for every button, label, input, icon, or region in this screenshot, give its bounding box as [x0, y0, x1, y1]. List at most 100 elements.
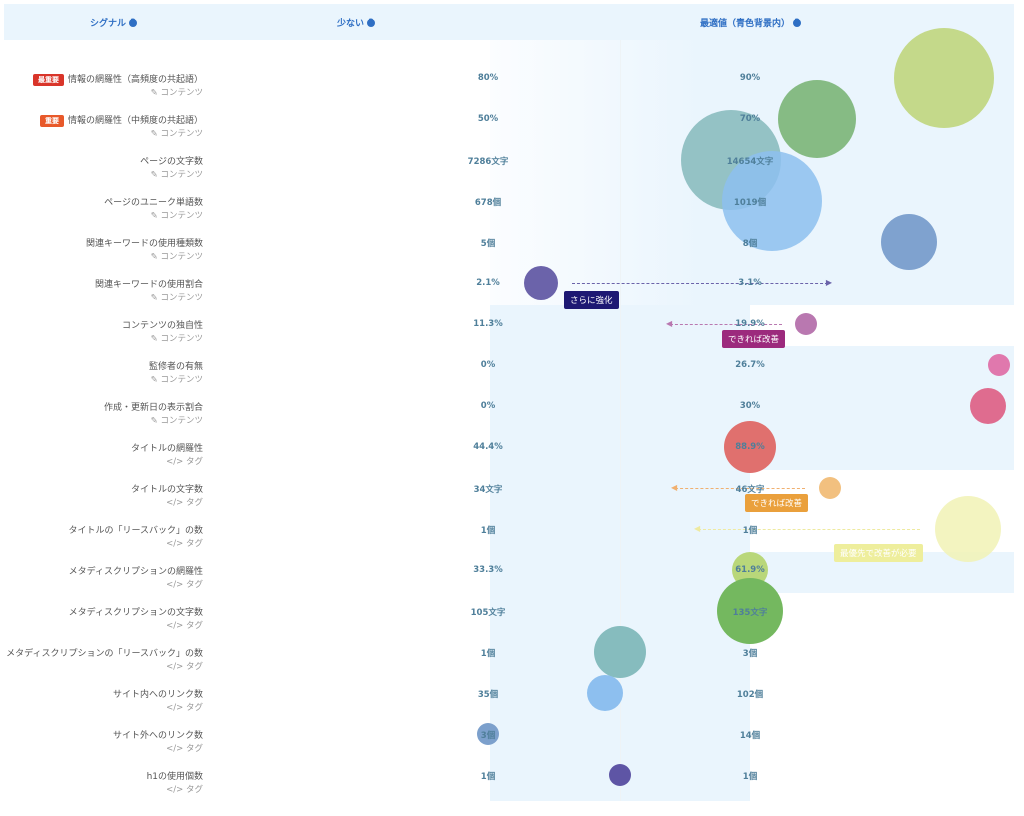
signal-category: </> タグ — [166, 783, 203, 795]
arrow-right-icon: ▶ — [825, 278, 832, 287]
optimal-value: 3個 — [742, 649, 758, 659]
low-value: 105文字 — [470, 608, 506, 618]
signal-label: 監修者の有無 — [149, 359, 203, 372]
help-icon[interactable]: ? — [129, 18, 138, 28]
table-row: コンテンツの独自性 ✎ コンテンツ 11.3% 19.9% — [0, 319, 1014, 365]
edit-icon: ✎ — [150, 375, 158, 385]
category-label: コンテンツ — [160, 334, 203, 344]
signal-category: </> タグ — [166, 742, 203, 754]
arrow-left-icon: ◀ — [671, 483, 678, 492]
signal-category: ✎ コンテンツ — [151, 414, 203, 426]
low-value: 80% — [477, 73, 499, 83]
priority-badge: 最重要 — [32, 74, 64, 86]
category-label: コンテンツ — [160, 293, 203, 303]
current-value-bubble[interactable] — [477, 723, 499, 745]
current-value-bubble[interactable] — [594, 626, 646, 678]
advice-callout: できれば改善 — [722, 330, 786, 348]
optimal-value: 1個 — [742, 526, 758, 536]
table-row: ページの文字数 ✎ コンテンツ 7286文字 14654文字 — [0, 157, 1014, 201]
signal-category: </> タグ — [166, 496, 203, 508]
help-icon[interactable]: ? — [793, 18, 802, 28]
current-value-bubble[interactable] — [935, 496, 1001, 562]
signal-label: メタディスクリプションの網羅性 — [69, 564, 203, 577]
optimal-value: 1019個 — [733, 198, 767, 208]
header-label: 少ない — [337, 19, 365, 29]
signal-category: </> タグ — [166, 537, 203, 549]
signal-name: タイトルの「リースバック」の数 — [68, 526, 203, 536]
table-row: 重要 情報の網羅性（中頻度の共起語） ✎ コンテンツ 50% 70% — [0, 114, 1014, 160]
low-value: 3個 — [480, 731, 496, 741]
grid-line — [620, 40, 621, 801]
improvement-arrow: ▶ — [572, 278, 832, 287]
category-label: タグ — [185, 785, 203, 795]
low-value: 50% — [477, 114, 499, 124]
improvement-arrow: ◀ — [671, 483, 805, 492]
current-value-bubble[interactable] — [609, 764, 631, 786]
table-header: シグナル? 少ない? 最適値（青色背景内）? — [4, 4, 1014, 40]
optimal-value: 135文字 — [732, 608, 768, 618]
current-value-bubble[interactable] — [819, 477, 841, 499]
current-value-bubble[interactable] — [524, 266, 558, 300]
signal-label: 関連キーワードの使用種類数 — [86, 236, 203, 249]
current-value-bubble[interactable] — [778, 80, 856, 158]
table-row: h1の使用個数 </> タグ 1個 1個 — [0, 772, 1014, 816]
current-value-bubble[interactable] — [724, 421, 776, 473]
signal-name: タイトルの網羅性 — [130, 444, 203, 454]
help-icon[interactable]: ? — [367, 18, 376, 28]
table-row: ページのユニーク単語数 ✎ コンテンツ 678個 1019個 — [0, 198, 1014, 242]
signal-name: メタディスクリプションの「リースバック」の数 — [6, 649, 203, 659]
table-row: メタディスクリプションの網羅性 </> タグ 33.3% 61.9% — [0, 565, 1014, 611]
current-value-bubble[interactable] — [722, 151, 822, 251]
table-row: タイトルの網羅性 </> タグ 44.4% 88.9% — [0, 442, 1014, 488]
signal-name: メタディスクリプションの網羅性 — [68, 567, 203, 577]
code-icon: </> — [166, 580, 184, 590]
improvement-arrow: ◀ — [694, 524, 920, 533]
signal-category: ✎ コンテンツ — [151, 291, 203, 303]
signal-label: タイトルの「リースバック」の数 — [68, 523, 203, 536]
signal-label: メタディスクリプションの文字数 — [69, 605, 203, 618]
category-label: コンテンツ — [160, 252, 203, 262]
low-value: 0% — [480, 360, 496, 370]
category-label: タグ — [185, 621, 203, 631]
signal-label: 関連キーワードの使用割合 — [95, 277, 203, 290]
current-value-bubble[interactable] — [587, 675, 623, 711]
optimal-value: 61.9% — [735, 565, 765, 575]
optimal-value: 46文字 — [735, 485, 765, 495]
signal-name: 情報の網羅性（高頻度の共起語） — [67, 75, 203, 85]
edit-icon: ✎ — [150, 211, 158, 221]
table-row: メタディスクリプションの文字数 </> タグ 105文字 135文字 — [0, 608, 1014, 652]
current-value-bubble[interactable] — [970, 388, 1006, 424]
category-label: タグ — [185, 580, 203, 590]
code-icon: </> — [166, 785, 184, 795]
edit-icon: ✎ — [150, 170, 158, 180]
edit-icon: ✎ — [150, 293, 158, 303]
optimal-value: 30% — [739, 401, 761, 411]
current-value-bubble[interactable] — [881, 214, 937, 270]
signal-name: ページのユニーク単語数 — [104, 198, 203, 208]
signal-category: ✎ コンテンツ — [151, 373, 203, 385]
low-value: 33.3% — [473, 565, 503, 575]
low-value: 678個 — [474, 198, 502, 208]
signal-name: コンテンツの独自性 — [121, 321, 203, 331]
table-row: 関連キーワードの使用種類数 ✎ コンテンツ 5個 8個 — [0, 239, 1014, 283]
signal-category: ✎ コンテンツ — [151, 250, 203, 262]
signal-name: サイト外へのリンク数 — [112, 731, 203, 741]
current-value-bubble[interactable] — [894, 28, 994, 128]
optimal-value: 1個 — [742, 772, 758, 782]
optimal-value: 14個 — [739, 731, 761, 741]
signal-label: h1の使用個数 — [147, 769, 203, 782]
column-header-low: 少ない? — [337, 16, 376, 29]
current-value-bubble[interactable] — [988, 354, 1010, 376]
header-label: シグナル — [90, 19, 127, 29]
table-row: 監修者の有無 ✎ コンテンツ 0% 26.7% — [0, 360, 1014, 406]
low-value: 1個 — [480, 649, 496, 659]
current-value-bubble[interactable] — [717, 578, 783, 644]
edit-icon: ✎ — [150, 88, 158, 98]
code-icon: </> — [166, 498, 184, 508]
category-label: タグ — [185, 457, 203, 467]
arrow-left-icon: ◀ — [694, 524, 701, 533]
optimal-value: 90% — [739, 73, 761, 83]
current-value-bubble[interactable] — [795, 313, 817, 335]
low-value: 34文字 — [473, 485, 503, 495]
category-label: コンテンツ — [160, 211, 203, 221]
